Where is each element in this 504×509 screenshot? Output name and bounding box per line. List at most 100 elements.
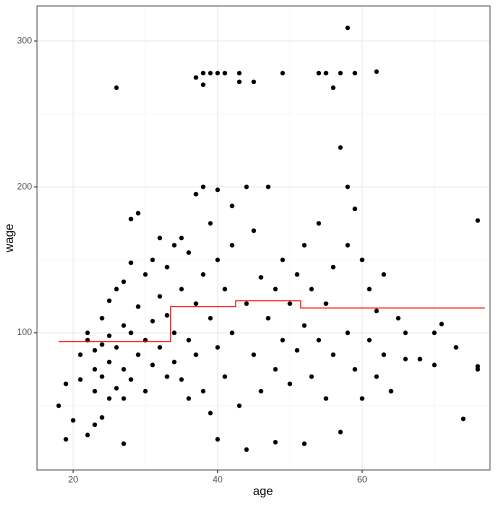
point bbox=[229, 242, 235, 248]
point bbox=[179, 235, 184, 241]
point bbox=[374, 69, 379, 74]
point bbox=[157, 345, 163, 350]
point bbox=[150, 318, 155, 324]
point bbox=[128, 260, 134, 266]
point bbox=[302, 323, 307, 328]
point bbox=[345, 184, 350, 190]
point bbox=[215, 187, 220, 193]
point bbox=[215, 345, 220, 350]
point bbox=[439, 321, 444, 327]
point bbox=[345, 330, 350, 336]
point bbox=[302, 242, 307, 248]
point bbox=[381, 352, 387, 358]
point bbox=[236, 403, 242, 409]
point bbox=[143, 388, 148, 394]
point bbox=[208, 221, 213, 226]
x-tick-label: 20 bbox=[68, 474, 78, 484]
point bbox=[200, 388, 206, 394]
point bbox=[345, 242, 350, 248]
point bbox=[294, 348, 300, 353]
point bbox=[244, 184, 249, 190]
point bbox=[200, 184, 206, 190]
point bbox=[215, 70, 220, 76]
point bbox=[171, 242, 177, 248]
point bbox=[186, 250, 192, 255]
point bbox=[114, 385, 119, 391]
step-line bbox=[58, 300, 485, 343]
point bbox=[121, 441, 126, 447]
point bbox=[92, 348, 98, 353]
point bbox=[208, 70, 213, 76]
point bbox=[164, 374, 170, 379]
point bbox=[128, 216, 134, 222]
point bbox=[287, 301, 293, 306]
point bbox=[323, 301, 329, 306]
point bbox=[92, 422, 98, 428]
point bbox=[157, 294, 163, 299]
point bbox=[236, 79, 242, 85]
point bbox=[222, 286, 228, 292]
y-tick-label: 300 bbox=[17, 35, 32, 45]
point bbox=[106, 298, 112, 304]
point bbox=[432, 330, 437, 336]
point bbox=[367, 337, 372, 343]
point bbox=[330, 264, 336, 270]
point bbox=[128, 330, 134, 336]
point bbox=[106, 396, 112, 401]
point bbox=[352, 70, 358, 76]
point bbox=[215, 257, 220, 263]
panel-border bbox=[36, 5, 491, 471]
point bbox=[143, 272, 148, 277]
point bbox=[460, 416, 466, 422]
point bbox=[179, 286, 184, 292]
point bbox=[381, 272, 387, 277]
point bbox=[294, 272, 300, 277]
point bbox=[475, 218, 481, 223]
point bbox=[265, 184, 271, 190]
point bbox=[374, 374, 379, 379]
x-axis-title: age bbox=[253, 484, 273, 498]
point bbox=[432, 362, 437, 368]
point bbox=[309, 374, 314, 379]
point bbox=[63, 437, 69, 442]
point bbox=[208, 410, 213, 416]
point bbox=[229, 330, 235, 336]
point bbox=[323, 396, 329, 401]
point bbox=[78, 352, 83, 358]
point bbox=[273, 439, 278, 445]
point bbox=[63, 381, 69, 387]
point bbox=[338, 145, 343, 150]
point bbox=[114, 345, 119, 350]
point bbox=[150, 362, 155, 368]
point bbox=[302, 441, 307, 447]
point bbox=[121, 279, 126, 285]
point bbox=[229, 203, 235, 209]
point bbox=[316, 221, 322, 226]
point bbox=[352, 206, 358, 212]
point bbox=[258, 388, 264, 394]
point bbox=[150, 257, 155, 263]
point bbox=[135, 352, 141, 358]
point bbox=[193, 75, 199, 80]
point bbox=[114, 85, 119, 91]
point bbox=[388, 388, 394, 394]
point bbox=[359, 257, 365, 263]
point bbox=[157, 235, 163, 241]
point bbox=[265, 315, 271, 321]
point bbox=[280, 70, 285, 76]
point bbox=[121, 396, 126, 401]
point bbox=[367, 286, 372, 292]
point bbox=[70, 418, 76, 423]
point bbox=[193, 191, 199, 197]
point bbox=[222, 374, 228, 379]
point bbox=[208, 315, 213, 321]
point bbox=[106, 359, 112, 365]
point bbox=[99, 315, 105, 321]
point bbox=[186, 337, 192, 343]
point bbox=[222, 70, 228, 76]
point bbox=[417, 356, 423, 362]
point bbox=[280, 257, 285, 263]
point bbox=[244, 447, 249, 452]
y-tick-label: 200 bbox=[17, 181, 32, 191]
